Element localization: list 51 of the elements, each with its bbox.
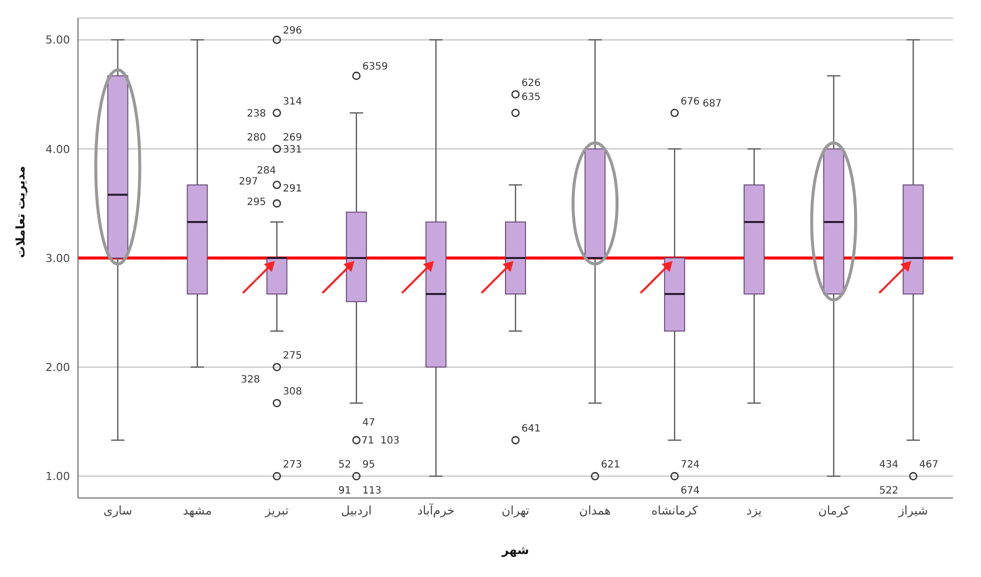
annotation: 641 — [522, 424, 541, 435]
y-tick-label: 4.00 — [46, 142, 70, 156]
annotation: 676 — [680, 96, 700, 108]
x-tick-label: کرمان — [818, 504, 850, 518]
annotation: 284 — [256, 165, 276, 176]
annotation: 71 — [361, 436, 374, 447]
y-tick-label: 2.00 — [46, 360, 70, 374]
annotation: 280 — [246, 132, 266, 144]
x-tick-label: تبریز — [264, 504, 289, 518]
y-tick-label: 1.00 — [46, 470, 70, 484]
x-tick-label: اردبیل — [341, 504, 372, 518]
annotation: 273 — [282, 460, 302, 471]
annotation: 467 — [919, 460, 938, 471]
y-tick-label: 3.00 — [46, 252, 70, 265]
annotation: 295 — [246, 196, 266, 208]
x-tick-label: مشهد — [182, 504, 212, 518]
x-tick-label: تهران — [502, 504, 530, 518]
annotation: 522 — [879, 486, 898, 497]
annotation: 113 — [362, 486, 382, 497]
x-axis-title: شهر — [500, 543, 530, 557]
annotation: 91 — [338, 486, 352, 497]
x-tick-label: ساری — [103, 504, 132, 518]
annotation: 238 — [246, 108, 266, 120]
annotation: 269 — [282, 132, 302, 144]
annotation: 331 — [282, 144, 302, 156]
annotation: 6359 — [362, 61, 388, 72]
annotation: 635 — [522, 92, 541, 103]
annotation: 95 — [362, 460, 376, 471]
x-tick-label: شیراز — [898, 504, 928, 518]
annotation: 291 — [282, 183, 302, 194]
annotation: 674 — [680, 486, 700, 497]
annotation: 687 — [702, 98, 722, 110]
annotation: 275 — [282, 350, 302, 362]
y-axis-title: مدیریت تعاملات — [13, 166, 28, 258]
annotation: 103 — [380, 436, 400, 447]
x-tick-label: یزد — [746, 504, 762, 518]
annotation: 52 — [338, 460, 352, 471]
annotation: 724 — [680, 460, 700, 471]
annotation: 314 — [282, 96, 302, 108]
annotation: 328 — [240, 374, 260, 386]
x-tick-label: کرمانشاه — [651, 504, 698, 518]
annotation: 434 — [879, 460, 898, 471]
annotation: 626 — [522, 78, 541, 89]
annotation: 308 — [282, 386, 302, 398]
annotation: 297 — [238, 176, 258, 188]
x-tick-label: همدان — [579, 504, 611, 518]
annotation: 47 — [362, 418, 376, 429]
annotation: 296 — [282, 25, 302, 36]
y-tick-label: 5.00 — [46, 34, 70, 47]
annotation: 621 — [601, 460, 620, 471]
x-tick-label: خرم‌آباد — [417, 502, 455, 518]
